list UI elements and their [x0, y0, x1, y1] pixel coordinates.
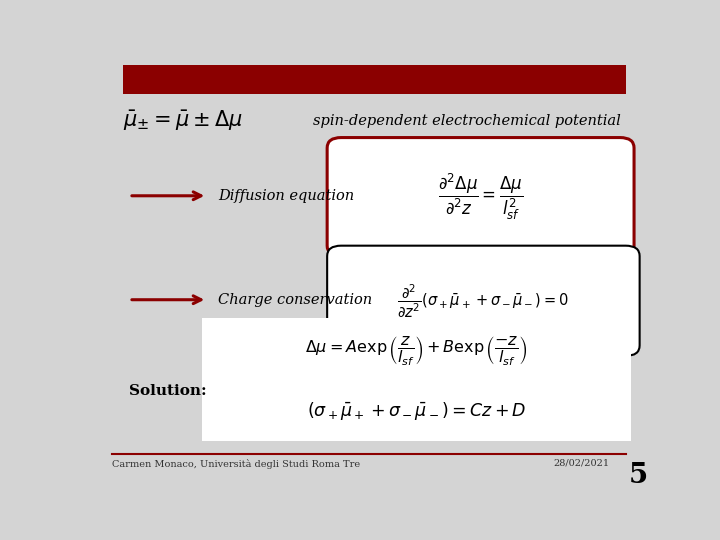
Text: spin-dependent electrochemical potential: spin-dependent electrochemical potential: [313, 114, 621, 128]
FancyBboxPatch shape: [327, 246, 639, 356]
Text: Carmen Monaco, Università degli Studi Roma Tre: Carmen Monaco, Università degli Studi Ro…: [112, 459, 361, 469]
Text: 28/02/2021: 28/02/2021: [553, 459, 609, 468]
Text: Diffusion equation: Diffusion equation: [218, 189, 354, 203]
Text: $(\sigma_+ \bar{\mu}_+ + \sigma_- \bar{\mu}_-) = Cz + D$: $(\sigma_+ \bar{\mu}_+ + \sigma_- \bar{\…: [307, 400, 526, 422]
Text: $\bar{\mu}_{\pm} = \bar{\mu} \pm \Delta\mu$: $\bar{\mu}_{\pm} = \bar{\mu} \pm \Delta\…: [124, 109, 243, 133]
FancyBboxPatch shape: [202, 319, 631, 383]
FancyBboxPatch shape: [327, 138, 634, 256]
Text: $\dfrac{\partial^2 \Delta\mu}{\partial^2 z} = \dfrac{\Delta\mu}{l_{sf}^2}$: $\dfrac{\partial^2 \Delta\mu}{\partial^2…: [438, 172, 523, 222]
FancyBboxPatch shape: [202, 381, 631, 441]
Text: Charge conservation: Charge conservation: [218, 293, 372, 307]
Text: 5: 5: [629, 462, 648, 489]
Text: $\dfrac{\partial^2}{\partial z^2}(\sigma_+ \bar{\mu}_+ + \sigma_- \bar{\mu}_-) =: $\dfrac{\partial^2}{\partial z^2}(\sigma…: [397, 282, 570, 320]
Text: Solution:: Solution:: [129, 384, 207, 398]
Text: $\Delta\mu = A\exp\left(\dfrac{z}{l_{sf}}\right) + B\exp\left(\dfrac{-z}{l_{sf}}: $\Delta\mu = A\exp\left(\dfrac{z}{l_{sf}…: [305, 334, 528, 367]
FancyBboxPatch shape: [124, 65, 626, 94]
